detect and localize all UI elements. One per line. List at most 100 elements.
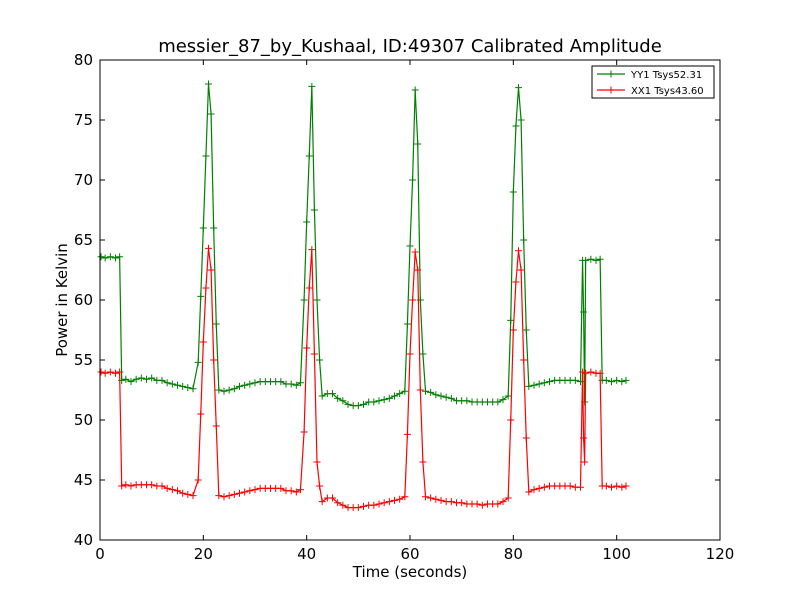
series-layer bbox=[97, 80, 630, 512]
data-point-marker bbox=[432, 391, 440, 399]
series-1 bbox=[97, 80, 630, 410]
data-point-marker bbox=[403, 320, 411, 328]
data-point-marker bbox=[116, 368, 124, 376]
data-point-marker bbox=[174, 487, 181, 495]
data-point-marker bbox=[582, 256, 590, 264]
data-point-marker bbox=[305, 152, 313, 160]
data-point-marker bbox=[184, 384, 192, 392]
data-point-marker bbox=[318, 392, 326, 400]
data-point-marker bbox=[316, 482, 324, 490]
data-point-marker bbox=[158, 376, 166, 384]
data-point-marker bbox=[409, 176, 417, 184]
data-point-marker bbox=[602, 376, 610, 384]
data-point-marker bbox=[596, 369, 604, 377]
data-point-marker bbox=[403, 430, 411, 438]
x-axis-label: Time (seconds) bbox=[352, 563, 468, 581]
data-point-marker bbox=[202, 284, 210, 292]
y-tick-label: 40 bbox=[74, 531, 93, 549]
data-point-marker bbox=[137, 374, 145, 382]
data-point-marker bbox=[478, 501, 486, 509]
data-point-marker bbox=[158, 482, 166, 490]
data-point-marker bbox=[287, 487, 295, 495]
legend-marker bbox=[607, 86, 615, 94]
data-point-marker bbox=[194, 476, 202, 484]
data-point-marker bbox=[246, 487, 254, 495]
legend: YY1 Tsys52.31 XX1 Tsys43.60 bbox=[591, 65, 715, 99]
data-point-marker bbox=[566, 482, 574, 490]
data-point-marker bbox=[419, 458, 427, 466]
data-point-marker bbox=[220, 387, 228, 395]
data-point-marker bbox=[97, 253, 105, 261]
data-point-marker bbox=[406, 242, 414, 250]
y-tick-label: 70 bbox=[74, 171, 93, 189]
data-point-marker bbox=[618, 378, 626, 386]
data-point-marker bbox=[422, 493, 429, 501]
data-point-marker bbox=[205, 244, 212, 252]
data-point-marker bbox=[303, 344, 311, 352]
data-point-marker bbox=[622, 482, 630, 490]
data-point-marker bbox=[613, 376, 621, 384]
data-point-marker bbox=[622, 376, 630, 384]
data-point-marker bbox=[391, 392, 398, 400]
data-point-marker bbox=[210, 356, 218, 364]
data-point-marker bbox=[212, 422, 220, 430]
data-point-marker bbox=[310, 206, 318, 214]
data-point-marker bbox=[580, 434, 588, 442]
data-point-marker bbox=[287, 380, 295, 388]
data-point-marker bbox=[97, 368, 105, 376]
data-point-marker bbox=[251, 379, 259, 387]
data-point-marker bbox=[202, 152, 210, 160]
data-point-marker bbox=[427, 494, 435, 502]
data-point-marker bbox=[546, 378, 553, 386]
data-point-marker bbox=[507, 316, 515, 324]
data-point-marker bbox=[375, 500, 383, 508]
data-point-marker bbox=[163, 379, 171, 387]
data-point-marker bbox=[613, 482, 621, 490]
x-tick-label: 80 bbox=[504, 545, 523, 563]
data-point-marker bbox=[210, 224, 218, 232]
data-point-marker bbox=[199, 338, 207, 346]
data-point-marker bbox=[385, 498, 393, 506]
data-point-marker bbox=[106, 253, 114, 261]
data-point-marker bbox=[587, 255, 595, 263]
data-point-marker bbox=[329, 390, 336, 398]
data-point-marker bbox=[587, 368, 595, 376]
data-point-marker bbox=[189, 492, 197, 500]
x-tick-label: 20 bbox=[194, 545, 213, 563]
data-point-marker bbox=[308, 246, 316, 254]
data-point-marker bbox=[230, 490, 238, 498]
data-point-marker bbox=[292, 381, 300, 389]
data-point-marker bbox=[525, 382, 533, 390]
data-point-marker bbox=[215, 386, 223, 394]
data-point-marker bbox=[618, 483, 626, 491]
data-point-marker bbox=[396, 495, 404, 503]
data-point-marker bbox=[292, 488, 300, 496]
x-tick-label: 60 bbox=[400, 545, 419, 563]
data-point-marker bbox=[277, 378, 285, 386]
data-point-marker bbox=[499, 498, 507, 506]
data-point-marker bbox=[106, 368, 114, 376]
legend-entry: XX1 Tsys43.60 bbox=[631, 86, 704, 97]
data-point-marker bbox=[517, 116, 525, 124]
data-point-marker bbox=[414, 140, 422, 148]
data-point-marker bbox=[447, 394, 455, 402]
data-point-marker bbox=[463, 397, 471, 405]
data-point-marker bbox=[427, 388, 435, 396]
data-point-marker bbox=[540, 379, 548, 387]
data-point-marker bbox=[411, 248, 419, 256]
data-point-marker bbox=[212, 320, 220, 328]
data-point-marker bbox=[205, 80, 212, 88]
data-point-marker bbox=[608, 483, 615, 491]
y-tick-label: 65 bbox=[74, 231, 93, 249]
data-point-marker bbox=[316, 356, 324, 364]
data-point-marker bbox=[241, 381, 249, 389]
data-point-marker bbox=[592, 256, 600, 264]
data-point-marker bbox=[168, 380, 176, 388]
y-axis-label: Power in Kelvin bbox=[53, 243, 71, 357]
data-point-marker bbox=[148, 374, 156, 382]
data-point-marker bbox=[199, 224, 207, 232]
data-point-marker bbox=[396, 390, 404, 398]
data-point-marker bbox=[530, 381, 538, 389]
data-point-marker bbox=[251, 486, 259, 494]
data-point-marker bbox=[494, 398, 502, 406]
